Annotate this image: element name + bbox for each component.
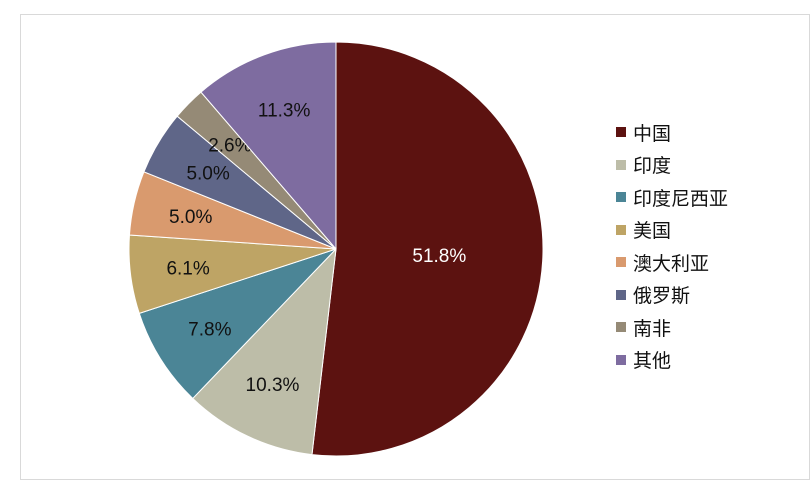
legend-label: 其他	[633, 350, 672, 373]
slice-data-label: 6.1%	[166, 258, 209, 279]
legend-item: 中国	[616, 116, 728, 149]
legend-swatch	[616, 192, 626, 203]
pie-slice	[200, 41, 337, 251]
legend-item: 印度	[616, 149, 728, 182]
slice-data-label: 10.3%	[246, 375, 300, 396]
legend-swatch	[616, 159, 626, 170]
pie-slice	[192, 247, 337, 456]
pie-slice	[311, 41, 544, 457]
slice-data-label: 51.8%	[412, 246, 466, 267]
legend-swatch	[616, 354, 626, 365]
legend-swatch	[616, 289, 626, 300]
legend-label: 中国	[633, 122, 672, 145]
legend-swatch	[616, 257, 626, 268]
legend-label: 印度	[633, 155, 672, 178]
legend-item: 美国	[616, 214, 728, 247]
legend-item: 南非	[616, 311, 728, 344]
pie-slice	[138, 248, 337, 400]
legend-item: 印度尼西亚	[616, 181, 728, 214]
legend-label: 南非	[633, 317, 672, 340]
slice-data-label: 5.0%	[186, 163, 229, 184]
legend-label: 澳大利亚	[633, 252, 710, 275]
legend-swatch	[616, 127, 626, 138]
slice-data-label: 7.8%	[188, 319, 231, 340]
legend-item: 俄罗斯	[616, 279, 728, 312]
slice-data-label: 11.3%	[258, 100, 311, 121]
legend-swatch	[616, 322, 626, 333]
legend-swatch	[616, 224, 626, 235]
legend-label: 印度尼西亚	[633, 187, 729, 210]
slice-data-label: 5.0%	[169, 207, 212, 228]
legend-item: 澳大利亚	[616, 246, 728, 279]
legend-label: 美国	[633, 220, 672, 243]
legend: 中国印度印度尼西亚美国澳大利亚俄罗斯南非其他	[616, 116, 728, 376]
legend-item: 其他	[616, 344, 728, 377]
slice-data-label: 2.6%	[208, 135, 251, 156]
legend-label: 俄罗斯	[633, 285, 691, 308]
